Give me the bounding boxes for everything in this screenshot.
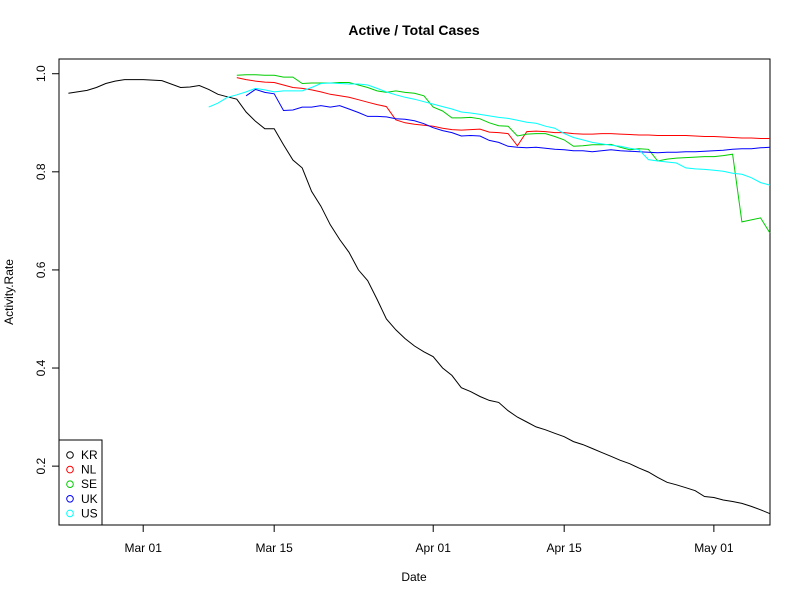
series-line-uk [245, 88, 771, 154]
legend-marker [66, 480, 74, 489]
legend-label: UK [81, 492, 98, 506]
series-layer [68, 74, 771, 515]
series-line-us [208, 82, 771, 186]
legend-label: SE [81, 477, 97, 491]
legend-label: US [81, 506, 98, 520]
series-line-se [236, 74, 771, 234]
legend-box [58, 439, 103, 526]
x-tick-label: May 01 [694, 541, 734, 555]
x-tick-label: Mar 15 [255, 541, 293, 555]
x-tick-label: Mar 01 [125, 541, 163, 555]
legend-marker [66, 451, 74, 459]
y-tick-label: 1.0 [34, 65, 48, 82]
legend-label: KR [81, 448, 98, 462]
y-tick-label: 0.8 [34, 163, 48, 180]
legend-marker [66, 509, 74, 518]
y-axis-label: Activity.Rate [2, 259, 16, 325]
plot-frame [58, 58, 771, 526]
x-tick-label: Apr 01 [416, 541, 452, 555]
series-line-kr [68, 79, 771, 515]
legend-label: NL [81, 463, 97, 477]
x-tick-label: Apr 15 [547, 541, 583, 555]
series-line-nl [236, 77, 770, 147]
chart-title: Active / Total Cases [348, 22, 479, 38]
legend-marker [66, 465, 74, 474]
x-axis: Mar 01 Mar 15 Apr 01 Apr 15 May 01 [125, 524, 734, 555]
y-tick-label: 0.4 [34, 359, 48, 376]
y-tick-label: 0.6 [34, 261, 48, 278]
y-axis: 0.2 0.4 0.6 0.8 1.0 [34, 65, 60, 474]
x-axis-label: Date [401, 570, 427, 584]
y-tick-label: 0.2 [34, 457, 48, 474]
legend-marker [66, 495, 74, 503]
